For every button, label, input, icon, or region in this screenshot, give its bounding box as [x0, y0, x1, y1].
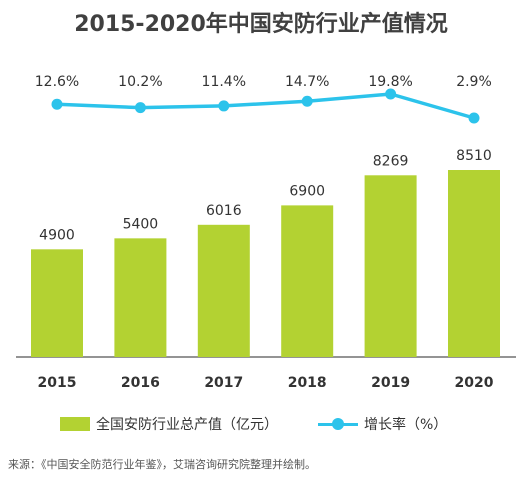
- legend-item-line: 增长率（%）: [318, 414, 447, 434]
- legend-bar-label: 全国安防行业总产值（亿元）: [96, 417, 278, 433]
- bar: [31, 249, 83, 357]
- growth-rate-label: 14.7%: [285, 74, 329, 90]
- bar-value-label: 5400: [123, 216, 159, 232]
- bar-value-label: 4900: [39, 227, 75, 243]
- legend-line-swatch: [318, 417, 358, 431]
- bar: [448, 170, 500, 357]
- x-tick-label: 2018: [288, 375, 327, 391]
- growth-rate-point: [134, 102, 146, 114]
- growth-rate-label: 19.8%: [368, 74, 412, 90]
- bar: [114, 238, 167, 357]
- legend: 全国安防行业总产值（亿元） 增长率（%）: [60, 414, 487, 434]
- legend-item-bar: 全国安防行业总产值（亿元）: [60, 414, 278, 434]
- bar: [281, 205, 334, 357]
- bar: [364, 175, 417, 357]
- growth-rate-label: 2.9%: [456, 74, 492, 90]
- legend-line-label: 增长率（%）: [364, 417, 448, 433]
- growth-rate-label: 11.4%: [202, 74, 246, 90]
- growth-rate-label: 10.2%: [118, 74, 162, 90]
- growth-rate-point: [385, 88, 397, 100]
- growth-rate-point: [218, 100, 230, 112]
- chart-title: 2015-2020年中国安防行业产值情况: [74, 12, 448, 37]
- bar-value-label: 8510: [456, 148, 492, 164]
- source-note: 来源：《中国安全防范行业年鉴》，艾瑞咨询研究院整理并绘制。: [8, 458, 316, 471]
- x-tick-label: 2015: [38, 375, 77, 391]
- growth-rate-point: [51, 98, 63, 110]
- growth-rate-line: [56, 92, 475, 120]
- x-tick-label: 2016: [121, 375, 160, 391]
- growth-rate-point: [301, 95, 313, 107]
- bar-value-label: 8269: [373, 153, 409, 169]
- legend-bar-swatch: [60, 417, 90, 431]
- growth-rate-point: [468, 112, 480, 124]
- x-tick-label: 2020: [455, 375, 494, 391]
- bar: [197, 224, 250, 357]
- bar-value-label: 6016: [206, 203, 242, 219]
- x-tick-label: 2017: [204, 375, 243, 391]
- bar-value-label: 6900: [289, 183, 325, 199]
- growth-rate-label: 12.6%: [35, 74, 79, 90]
- x-tick-label: 2019: [371, 375, 410, 391]
